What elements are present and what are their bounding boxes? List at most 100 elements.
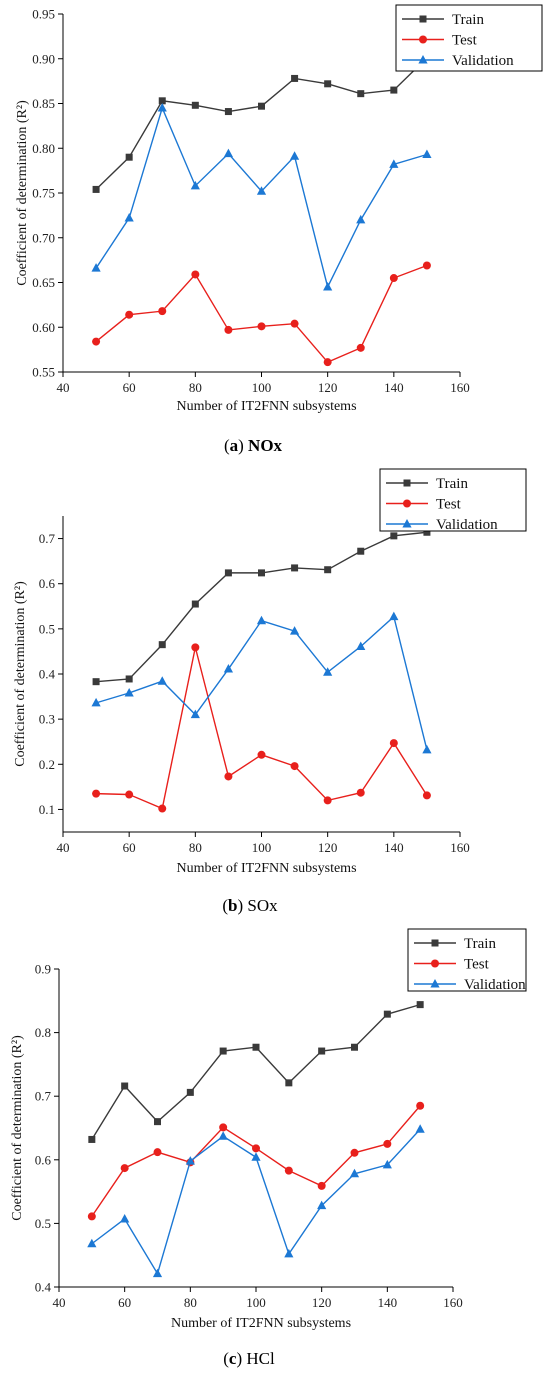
data-point-validation [256, 186, 267, 195]
data-point-validation [323, 281, 333, 291]
legend-marker-train [431, 939, 439, 947]
data-point-train [88, 1135, 96, 1143]
data-point-train [351, 1043, 358, 1051]
data-point-test [323, 358, 332, 367]
data-point-train [224, 108, 232, 116]
data-point-train [158, 97, 166, 105]
data-point-validation [91, 697, 101, 707]
chart-panel-a: 40 60 80 100 120 140 160 0.55 0.60 0.65 0.70 0.75 0.… [15, 4, 543, 455]
data-point-train [324, 80, 332, 88]
data-point-validation [223, 664, 234, 673]
data-point-test [356, 788, 365, 797]
data-point-validation [152, 1268, 163, 1278]
data-point-validation [356, 641, 366, 650]
y-tick-label: 0.6 [35, 1152, 52, 1167]
data-point-test [120, 1164, 129, 1173]
y-tick-label: 0.3 [39, 712, 55, 727]
x-tick-label: 80 [189, 380, 202, 395]
data-point-validation [422, 744, 432, 754]
data-point-train [324, 566, 332, 574]
y-tick-label: 0.55 [32, 365, 55, 380]
data-point-train [258, 569, 265, 577]
x-tick-label: 40 [57, 840, 70, 855]
data-point-train [158, 641, 166, 649]
legend-label-test: Test [452, 33, 478, 49]
panel-caption: (c) HCl [223, 1349, 275, 1368]
data-point-validation [389, 611, 399, 621]
data-point-validation [124, 687, 134, 697]
legend-marker-train [419, 15, 427, 23]
data-point-validation [91, 263, 101, 272]
data-point-test [252, 1144, 260, 1153]
data-point-validation [289, 626, 300, 635]
y-tick-label: 0.65 [32, 275, 55, 290]
x-tick-label: 80 [184, 1295, 197, 1310]
data-point-test [257, 750, 266, 759]
legend-label-test: Test [436, 497, 462, 513]
data-point-validation [284, 1248, 294, 1258]
x-axis-title: Number of IT2FNN subsystems [176, 399, 356, 414]
data-point-validation [349, 1168, 360, 1178]
data-point-train [390, 532, 398, 540]
data-point-train [390, 86, 398, 94]
data-point-test [224, 325, 233, 334]
legend-marker-test [419, 35, 427, 44]
data-point-test [92, 789, 101, 798]
y-axis-title: Coefficient of determination (R²) [15, 100, 30, 286]
x-tick-label: 60 [123, 380, 136, 395]
legend-label-train: Train [436, 476, 468, 492]
data-point-train [125, 675, 133, 683]
x-tick-label: 160 [450, 380, 470, 395]
data-point-train [121, 1082, 129, 1090]
legend-label-train: Train [452, 12, 484, 28]
data-point-train [224, 569, 232, 577]
data-point-test [125, 310, 134, 319]
y-tick-label: 0.70 [32, 230, 55, 245]
x-tick-label: 120 [312, 1295, 332, 1310]
x-tick-label: 60 [123, 840, 136, 855]
y-tick-label: 0.95 [32, 7, 55, 22]
data-point-train [125, 153, 133, 161]
data-point-validation [382, 1159, 392, 1169]
legend-marker-train [403, 479, 411, 487]
data-point-test [125, 790, 134, 799]
data-point-test [219, 1123, 228, 1132]
data-point-test [350, 1148, 359, 1157]
data-point-test [422, 791, 431, 800]
data-point-train [357, 90, 365, 98]
data-point-train [92, 678, 100, 686]
x-tick-label: 120 [318, 380, 338, 395]
y-tick-label: 0.4 [35, 1280, 52, 1295]
series-line-test [91, 1105, 421, 1217]
data-point-test [158, 804, 167, 813]
data-point-train [285, 1079, 293, 1087]
data-point-train [416, 1001, 424, 1009]
y-tick-label: 0.5 [39, 621, 55, 636]
y-tick-label: 0.7 [35, 1089, 52, 1104]
legend-label-validation: Validation [464, 977, 526, 993]
data-point-test [290, 762, 299, 771]
data-point-validation [256, 615, 267, 625]
data-point-test [389, 739, 398, 748]
series-line-train [95, 57, 428, 190]
data-point-train [219, 1047, 227, 1055]
x-tick-label: 60 [118, 1295, 131, 1310]
x-tick-label: 160 [450, 840, 470, 855]
data-point-validation [157, 676, 167, 685]
y-tick-label: 0.60 [32, 320, 55, 335]
data-point-train [186, 1088, 194, 1096]
data-point-train [252, 1043, 260, 1051]
x-tick-label: 100 [252, 380, 272, 395]
data-point-test [389, 274, 398, 283]
data-point-test [92, 337, 101, 346]
x-tick-label: 140 [378, 1295, 398, 1310]
legend-marker-test [403, 499, 411, 508]
data-point-train [258, 102, 265, 110]
legend-label-validation: Validation [436, 517, 498, 533]
y-axis-title: Coefficient of determination (R²) [10, 1035, 25, 1221]
data-point-test [191, 270, 200, 279]
x-tick-label: 100 [246, 1295, 266, 1310]
data-point-test [422, 261, 431, 270]
